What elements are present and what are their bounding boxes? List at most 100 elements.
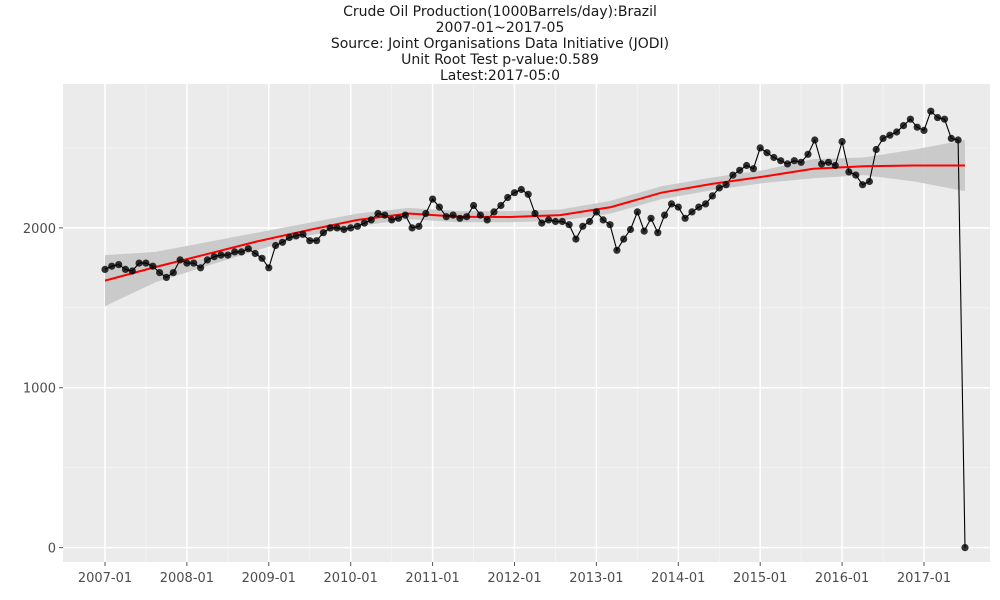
x-tick-label: 2012-01 [487, 571, 541, 586]
data-point [756, 144, 764, 152]
data-point [510, 189, 519, 197]
data-point [524, 190, 532, 198]
data-point [353, 222, 362, 230]
data-point [251, 249, 259, 258]
title-line-latest: Latest:2017-05:0 [439, 68, 561, 84]
data-point [190, 259, 198, 267]
data-point [449, 211, 457, 219]
data-point [906, 115, 915, 123]
data-point [517, 185, 525, 194]
data-point [626, 225, 635, 234]
data-point [954, 136, 962, 144]
data-point [531, 209, 539, 218]
data-point [872, 145, 880, 154]
data-point [783, 160, 792, 168]
data-point [347, 224, 355, 232]
data-point [770, 153, 778, 162]
data-point [367, 216, 375, 224]
title-line-source: Source: Joint Organisations Data Initiat… [330, 36, 670, 52]
data-point [797, 158, 805, 166]
data-point [162, 273, 170, 281]
data-point [572, 235, 580, 243]
x-tick-label: 2009-01 [242, 571, 296, 586]
data-point [156, 269, 164, 277]
data-point [135, 259, 143, 267]
data-point [435, 203, 443, 211]
title-line-period: 2007-01~2017-05 [435, 20, 565, 36]
data-point [422, 209, 430, 218]
data-point [667, 200, 676, 208]
data-point [504, 193, 512, 202]
data-point [647, 214, 655, 222]
y-tick-label: 2000 [23, 222, 56, 237]
data-point [599, 216, 607, 224]
data-point [899, 122, 908, 130]
data-point [176, 256, 184, 264]
data-point [743, 161, 751, 170]
data-point [620, 235, 628, 243]
x-tick-label: 2007-01 [78, 571, 132, 586]
data-point [845, 168, 853, 176]
data-point [340, 225, 348, 234]
data-point [865, 177, 874, 186]
data-point [142, 259, 150, 267]
data-point [592, 208, 601, 216]
title-line-unit-root: Unit Root Test p-value:0.589 [401, 52, 599, 68]
data-point [101, 265, 109, 273]
title-line-country: Crude Oil Production(1000Barrels/day):Br… [343, 4, 657, 20]
data-point [203, 256, 211, 264]
data-point [374, 209, 382, 218]
data-point [210, 253, 218, 261]
data-point [831, 161, 839, 170]
data-point [961, 544, 969, 552]
x-tick-label: 2013-01 [569, 571, 623, 586]
data-point [545, 216, 553, 224]
confidence-band [105, 140, 965, 307]
data-point [702, 200, 710, 208]
data-point [306, 237, 314, 245]
x-tick-label: 2015-01 [733, 571, 787, 586]
data-point [333, 224, 341, 232]
data-point [272, 241, 280, 250]
x-tick-label: 2016-01 [815, 571, 869, 586]
data-point [674, 203, 682, 211]
data-point [497, 201, 505, 210]
data-point [490, 208, 498, 216]
data-point [893, 128, 901, 136]
data-point [394, 214, 403, 222]
data-point [442, 213, 450, 221]
data-point [360, 219, 368, 227]
data-point [224, 251, 232, 259]
x-tick-label: 2011-01 [405, 571, 459, 586]
data-point [715, 184, 723, 192]
data-point [169, 269, 177, 277]
data-point [722, 181, 730, 189]
data-point [381, 211, 389, 219]
data-point [859, 181, 867, 189]
y-tick-label: 1000 [23, 382, 56, 397]
data-point [579, 222, 587, 230]
data-point [749, 165, 758, 173]
y-tick-label: 0 [48, 542, 56, 557]
data-point [476, 211, 484, 219]
data-point [804, 150, 812, 158]
data-point [415, 222, 423, 230]
data-point [736, 166, 744, 174]
x-tick-label: 2017-01 [897, 571, 951, 586]
data-point [777, 157, 785, 165]
x-tick-label: 2010-01 [324, 571, 378, 586]
data-point [285, 233, 293, 242]
data-point [811, 136, 819, 144]
data-point [388, 216, 396, 224]
data-point [237, 248, 246, 256]
data-point [940, 115, 949, 123]
data-point [456, 214, 464, 222]
data-point [681, 214, 689, 222]
data-point [551, 217, 560, 226]
data-point [838, 138, 846, 146]
data-point [319, 229, 327, 237]
data-point [538, 219, 546, 227]
x-tick-label: 2014-01 [651, 571, 705, 586]
data-point [633, 208, 642, 216]
